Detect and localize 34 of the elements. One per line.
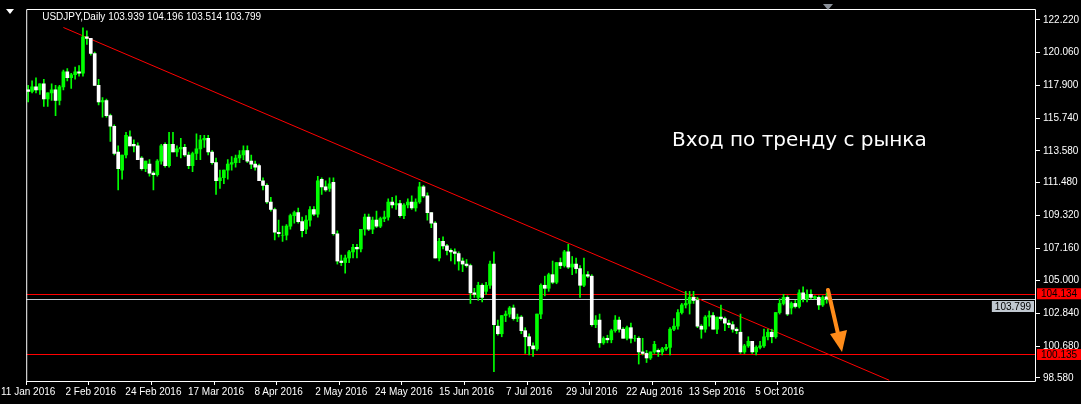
- x-tick-label: 24 May 2016: [374, 385, 434, 397]
- x-tick-label: 2 May 2016: [315, 385, 368, 397]
- y-tick-label: 113.580: [1043, 144, 1079, 156]
- ref-line-label: 103.799: [994, 300, 1032, 312]
- y-tick-label: 98.580: [1043, 371, 1075, 383]
- y-tick-label: 100.680: [1043, 339, 1080, 351]
- y-tick-label: 107.160: [1043, 241, 1080, 253]
- x-tick-label: 13 Sep 2016: [688, 385, 746, 397]
- x-tick-label: 2 Feb 2016: [65, 385, 117, 397]
- candlestick: [218, 169, 222, 189]
- annotation: Вход по тренду с рынка: [672, 127, 927, 152]
- x-tick-label: 8 Apr 2016: [254, 385, 304, 397]
- chart-title: USDJPY,Daily 103.939 104.196 103.514 103.799: [42, 10, 262, 22]
- y-tick-label: 109.320: [1043, 209, 1080, 221]
- x-tick-label: 11 Jan 2016: [1, 385, 56, 397]
- x-tick-label: 7 Jul 2016: [506, 385, 553, 397]
- x-tick-label: 17 Mar 2016: [187, 385, 245, 397]
- y-tick-label: 122.220: [1043, 13, 1080, 25]
- x-tick-label: 22 Aug 2016: [626, 385, 683, 397]
- ref-line-label: 100.135: [1041, 348, 1078, 360]
- candlestick: [449, 248, 453, 262]
- x-tick-label: 15 Jun 2016: [438, 385, 495, 397]
- y-tick-label: 111.480: [1043, 176, 1079, 188]
- candlestick: [394, 195, 398, 210]
- x-tick-label: 5 Oct 2016: [755, 385, 805, 397]
- y-tick-label: 105.000: [1043, 274, 1080, 286]
- y-tick-label: 120.060: [1043, 46, 1080, 58]
- y-tick-label: 115.740: [1043, 111, 1079, 123]
- y-tick-label: 117.900: [1043, 79, 1079, 91]
- y-tick-label: 102.840: [1043, 307, 1080, 319]
- x-tick-label: 24 Feb 2016: [125, 385, 182, 397]
- x-tick-label: 29 Jul 2016: [565, 385, 619, 397]
- candlestick: [632, 334, 637, 342]
- ref-line-label: 104.134: [1041, 288, 1078, 300]
